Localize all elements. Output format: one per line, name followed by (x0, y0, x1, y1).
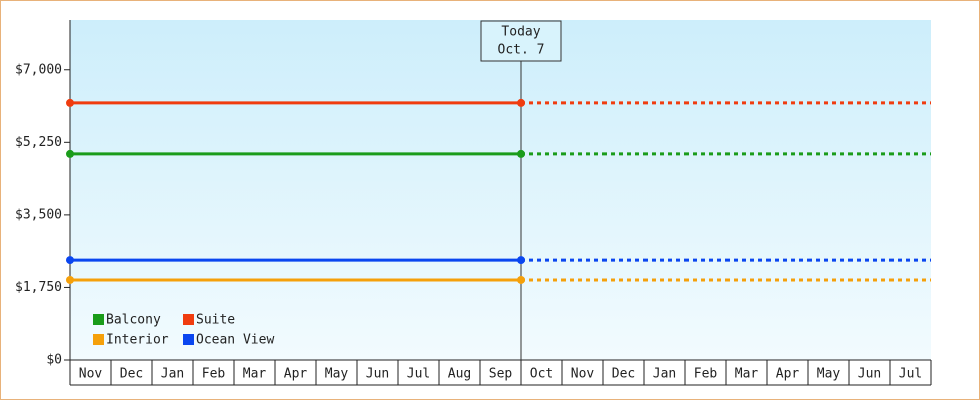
point (66, 256, 74, 265)
x-tick-label: Feb (694, 367, 718, 382)
x-tick-label: Jan (653, 367, 676, 382)
x-tick-label: Jul (899, 367, 922, 382)
point (517, 149, 525, 158)
point (66, 149, 74, 158)
x-tick-label: Dec (612, 367, 635, 382)
today-box (480, 20, 562, 62)
point (517, 256, 525, 265)
legend-label: Balcony (106, 313, 161, 328)
legend-label: Ocean View (196, 333, 274, 348)
x-tick-label: Mar (735, 367, 759, 382)
point (517, 98, 525, 107)
legend-swatch (183, 314, 194, 325)
y-tick-label: $1,750 (15, 280, 62, 295)
legend-swatch (93, 314, 104, 325)
x-tick-label: May (817, 367, 841, 382)
point (66, 275, 74, 284)
legend-label: Suite (196, 313, 235, 328)
x-tick-label: Jul (407, 367, 430, 382)
x-tick-label: Aug (448, 367, 471, 382)
point (66, 98, 74, 107)
x-tick-label: Apr (284, 367, 308, 382)
x-tick-label: Dec (120, 367, 143, 382)
x-tick-label: Mar (243, 367, 267, 382)
legend-swatch (183, 334, 194, 345)
x-tick-label: Nov (571, 367, 595, 382)
x-tick-label: Jan (161, 367, 184, 382)
x-tick-label: May (325, 367, 349, 382)
x-tick-label: Feb (202, 367, 226, 382)
legend-swatch (93, 334, 104, 345)
x-tick-label: Apr (776, 367, 800, 382)
x-tick-label: Sep (489, 367, 513, 382)
x-tick-label: Jun (858, 367, 881, 382)
today-label: Today (501, 25, 540, 40)
y-tick-label: $3,500 (15, 207, 62, 222)
x-tick-label: Jun (366, 367, 389, 382)
legend-label: Interior (106, 333, 169, 348)
y-tick-label: $7,000 (15, 62, 62, 77)
y-tick-label: $0 (46, 353, 62, 368)
today-label: Oct. 7 (498, 43, 545, 58)
x-tick-label: Oct (530, 367, 553, 382)
x-tick-label: Nov (79, 367, 103, 382)
point (517, 275, 525, 284)
plot-area (70, 20, 931, 360)
y-tick-label: $5,250 (15, 135, 62, 150)
